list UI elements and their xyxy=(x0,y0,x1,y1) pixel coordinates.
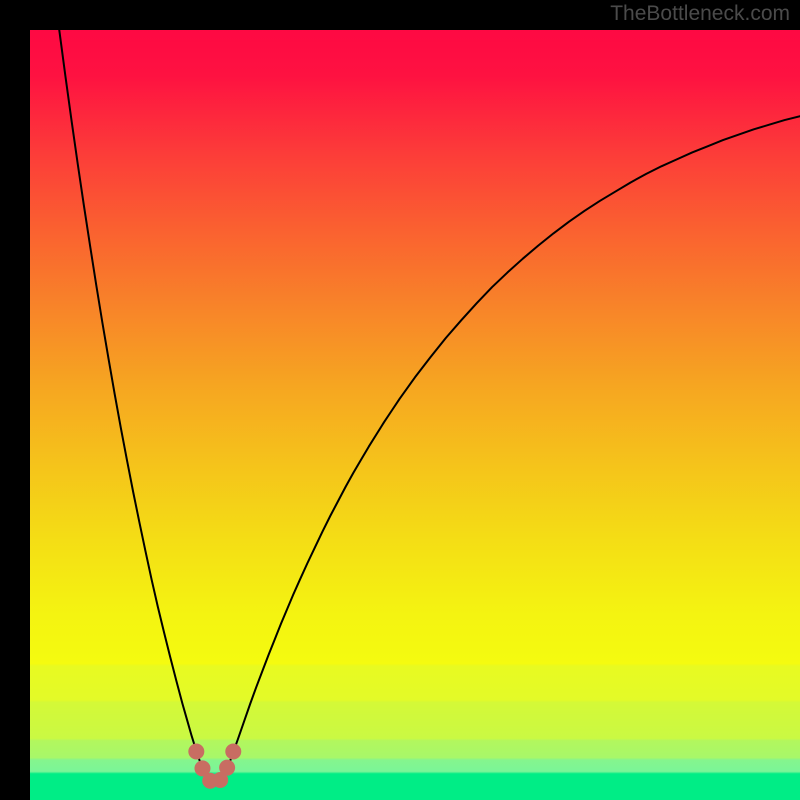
gradient-background xyxy=(30,30,800,800)
watermark-text: TheBottleneck.com xyxy=(610,2,790,26)
valley-marker xyxy=(219,760,235,776)
valley-marker xyxy=(225,743,241,759)
plot-area xyxy=(30,30,800,800)
valley-marker xyxy=(188,743,204,759)
chart-frame: { "watermark": { "text": "TheBottleneck.… xyxy=(0,0,800,800)
bottleneck-curve-chart xyxy=(30,30,800,800)
